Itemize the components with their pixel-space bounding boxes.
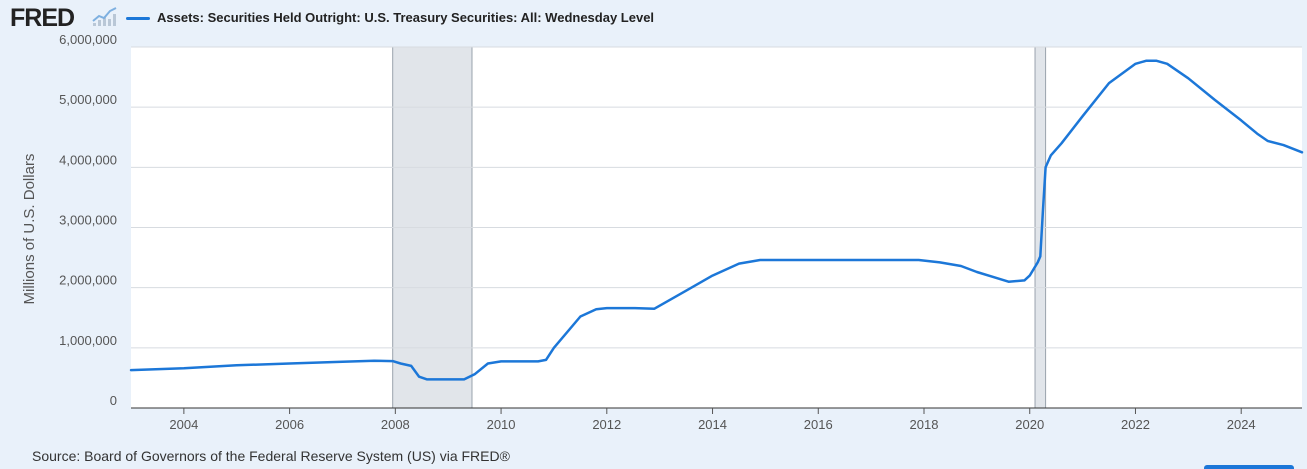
y-tick-label: 6,000,000 — [59, 32, 117, 47]
x-tick-label: 2012 — [592, 417, 621, 432]
edit-graph-button[interactable] — [1204, 465, 1294, 469]
chart-source-note: Source: Board of Governors of the Federa… — [32, 448, 510, 464]
series-line — [129, 59, 1304, 381]
x-tick-label: 2004 — [169, 417, 198, 432]
y-axis-label: Millions of U.S. Dollars — [21, 154, 38, 305]
x-tick-label: 2014 — [698, 417, 727, 432]
legend-series-label: Assets: Securities Held Outright: U.S. T… — [157, 10, 655, 25]
x-tick-label: 2016 — [804, 417, 833, 432]
x-tick-label: 2020 — [1015, 417, 1044, 432]
y-tick-label: 2,000,000 — [59, 273, 117, 288]
x-tick-label: 2024 — [1227, 417, 1256, 432]
chart-header: FRED Assets: Securities Held Outright: U… — [0, 0, 1307, 38]
line-chart: 0 1,000,000 2,000,000 3,000,000 4,000,000 5,0… — [21, 32, 1304, 432]
x-tick-label: 2018 — [910, 417, 939, 432]
y-tick-label: 4,000,000 — [59, 152, 117, 167]
fred-chart-icon — [92, 7, 117, 26]
x-tick-label: 2008 — [381, 417, 410, 432]
y-tick-label: 3,000,000 — [59, 213, 117, 228]
y-tick-label: 1,000,000 — [59, 333, 117, 348]
x-tick-label: 2010 — [487, 417, 516, 432]
y-tick-label: 5,000,000 — [59, 92, 117, 107]
fred-logo[interactable]: FRED — [10, 4, 75, 32]
legend-series-swatch — [126, 17, 150, 20]
y-tick-label: 0 — [110, 393, 117, 408]
x-tick-label: 2006 — [275, 417, 304, 432]
x-tick-label: 2022 — [1121, 417, 1150, 432]
